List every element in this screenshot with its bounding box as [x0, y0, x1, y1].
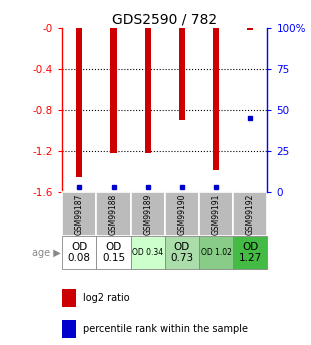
- Text: log2 ratio: log2 ratio: [83, 293, 130, 303]
- Text: OD
1.27: OD 1.27: [239, 242, 262, 264]
- Text: OD 0.34: OD 0.34: [132, 248, 163, 257]
- Bar: [213, 28, 219, 170]
- Text: OD
0.73: OD 0.73: [170, 242, 193, 264]
- Text: GSM99192: GSM99192: [246, 194, 255, 235]
- Bar: [165, 192, 199, 236]
- Bar: [62, 320, 76, 338]
- Text: OD
0.15: OD 0.15: [102, 242, 125, 264]
- Text: OD 1.02: OD 1.02: [201, 248, 232, 257]
- Bar: [145, 28, 151, 153]
- Bar: [76, 28, 82, 177]
- Text: age ▶: age ▶: [32, 248, 60, 258]
- Text: GSM99190: GSM99190: [178, 194, 186, 235]
- Bar: [179, 28, 185, 120]
- Bar: [233, 192, 267, 236]
- Bar: [96, 192, 131, 236]
- Bar: [165, 236, 199, 269]
- Text: GSM99187: GSM99187: [75, 194, 84, 235]
- Bar: [131, 236, 165, 269]
- Bar: [62, 236, 96, 269]
- Text: percentile rank within the sample: percentile rank within the sample: [83, 324, 248, 334]
- Title: GDS2590 / 782: GDS2590 / 782: [112, 12, 217, 27]
- Bar: [199, 236, 233, 269]
- Bar: [110, 28, 117, 153]
- Text: GSM99191: GSM99191: [212, 194, 220, 235]
- Bar: [96, 236, 131, 269]
- Bar: [62, 289, 76, 307]
- Bar: [233, 236, 267, 269]
- Bar: [131, 192, 165, 236]
- Text: OD
0.08: OD 0.08: [68, 242, 91, 264]
- Bar: [62, 192, 96, 236]
- Text: GSM99189: GSM99189: [143, 194, 152, 235]
- Bar: [247, 28, 253, 30]
- Bar: [199, 192, 233, 236]
- Text: GSM99188: GSM99188: [109, 194, 118, 235]
